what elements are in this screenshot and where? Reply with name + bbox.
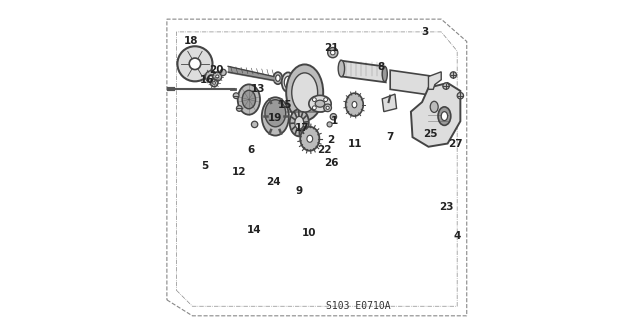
- Text: 20: 20: [209, 65, 223, 75]
- Text: 24: 24: [266, 177, 281, 187]
- Ellipse shape: [242, 90, 255, 109]
- Circle shape: [326, 106, 329, 109]
- Text: 13: 13: [250, 84, 265, 94]
- Circle shape: [324, 104, 332, 112]
- Polygon shape: [428, 72, 441, 89]
- Text: 1: 1: [331, 116, 338, 126]
- Text: 3: 3: [422, 27, 429, 37]
- Ellipse shape: [307, 135, 313, 142]
- Circle shape: [216, 75, 219, 78]
- Polygon shape: [390, 70, 435, 96]
- Circle shape: [312, 106, 316, 110]
- Text: 21: 21: [324, 43, 339, 53]
- Ellipse shape: [441, 112, 447, 121]
- Ellipse shape: [300, 127, 319, 151]
- Circle shape: [330, 114, 337, 120]
- Ellipse shape: [338, 60, 344, 77]
- Text: 17: 17: [295, 122, 310, 133]
- Text: 9: 9: [296, 186, 303, 197]
- Ellipse shape: [316, 100, 324, 107]
- Ellipse shape: [273, 72, 282, 84]
- Ellipse shape: [295, 116, 304, 129]
- Circle shape: [213, 72, 221, 81]
- Text: 19: 19: [268, 113, 282, 123]
- Circle shape: [177, 46, 212, 81]
- Circle shape: [330, 50, 335, 55]
- Text: 18: 18: [184, 36, 198, 47]
- Circle shape: [252, 121, 258, 128]
- Text: 27: 27: [448, 138, 463, 149]
- Polygon shape: [411, 83, 460, 147]
- Circle shape: [212, 82, 216, 84]
- Text: 6: 6: [248, 145, 255, 155]
- Circle shape: [450, 72, 456, 78]
- Circle shape: [236, 106, 242, 111]
- Text: 14: 14: [247, 225, 262, 235]
- Text: 15: 15: [278, 100, 292, 110]
- Ellipse shape: [286, 64, 323, 121]
- Text: 25: 25: [423, 129, 437, 139]
- Polygon shape: [340, 61, 386, 82]
- Text: 5: 5: [202, 161, 209, 171]
- Text: 22: 22: [317, 145, 332, 155]
- Ellipse shape: [346, 93, 364, 116]
- Circle shape: [327, 122, 332, 127]
- Circle shape: [328, 48, 338, 58]
- Ellipse shape: [282, 72, 294, 92]
- Circle shape: [324, 106, 328, 110]
- Ellipse shape: [382, 66, 387, 82]
- Text: S103 E0710A: S103 E0710A: [326, 301, 390, 311]
- Ellipse shape: [262, 97, 289, 136]
- Circle shape: [324, 98, 328, 101]
- Ellipse shape: [237, 85, 260, 115]
- Circle shape: [312, 98, 316, 101]
- Text: 23: 23: [439, 202, 453, 212]
- Text: 12: 12: [232, 167, 246, 177]
- Circle shape: [457, 93, 463, 99]
- Text: 7: 7: [387, 132, 394, 142]
- Polygon shape: [382, 94, 397, 112]
- Circle shape: [233, 93, 239, 99]
- Text: 16: 16: [200, 75, 214, 85]
- Circle shape: [443, 83, 449, 89]
- Circle shape: [205, 71, 217, 82]
- Ellipse shape: [352, 101, 357, 108]
- Ellipse shape: [265, 100, 285, 127]
- Circle shape: [211, 79, 218, 87]
- Circle shape: [220, 69, 226, 76]
- Ellipse shape: [276, 75, 280, 81]
- Ellipse shape: [430, 101, 438, 113]
- Text: 2: 2: [328, 135, 335, 145]
- Ellipse shape: [290, 109, 309, 137]
- Ellipse shape: [309, 95, 331, 112]
- Circle shape: [209, 75, 213, 78]
- Text: 11: 11: [348, 138, 362, 149]
- Text: 10: 10: [301, 228, 316, 238]
- Ellipse shape: [438, 107, 451, 125]
- Ellipse shape: [292, 73, 317, 112]
- Text: 4: 4: [454, 231, 461, 241]
- Text: 26: 26: [324, 158, 339, 168]
- Text: 8: 8: [377, 62, 384, 72]
- Ellipse shape: [284, 76, 292, 88]
- Circle shape: [189, 58, 201, 70]
